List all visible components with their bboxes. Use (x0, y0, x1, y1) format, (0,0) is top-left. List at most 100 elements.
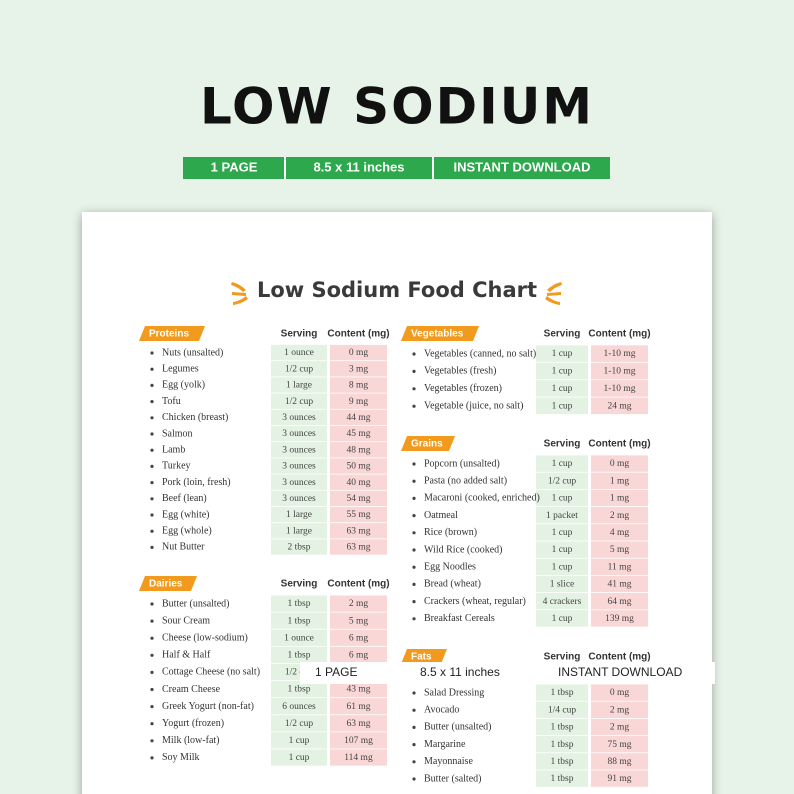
bullet (150, 756, 154, 760)
serving-cell (536, 541, 588, 558)
serving: 1 tbsp (551, 774, 574, 784)
serving-cell (271, 361, 327, 377)
food-item: Pork (loin, fresh) (162, 477, 231, 488)
section-name: Proteins (149, 329, 189, 340)
food-item: Legumes (162, 363, 199, 374)
content-cell (330, 458, 387, 474)
content-cell (330, 732, 387, 749)
column-header: Serving (281, 579, 318, 590)
section-name: Dairies (149, 579, 183, 590)
bullet (412, 548, 416, 552)
serving: 1 ounce (284, 348, 314, 358)
bullet (150, 497, 154, 501)
food-item: Sour Cream (162, 615, 210, 626)
content-cell (591, 380, 648, 397)
serving-cell (271, 425, 327, 442)
content-cell (591, 701, 648, 718)
food-item: Soy Milk (162, 752, 200, 763)
bullet (150, 513, 154, 517)
content-cell (591, 770, 648, 787)
bullet (412, 352, 416, 356)
content: 50 mg (346, 462, 370, 472)
food-item: Turkey (162, 461, 191, 472)
serving: 1 large (286, 526, 312, 536)
serving: 1 cup (552, 349, 573, 359)
serving: 2 tbsp (288, 543, 311, 553)
content: 91 mg (607, 774, 631, 784)
serving: 1 tbsp (288, 685, 311, 695)
bullet (150, 367, 154, 371)
column-header: Content (mg) (588, 652, 650, 663)
serving-cell (536, 397, 588, 415)
serving-cell (536, 507, 588, 524)
content: 8 mg (349, 381, 369, 391)
food-item: Cream Cheese (162, 684, 221, 695)
serving-cell (271, 646, 327, 664)
serving-cell (271, 749, 327, 766)
content: 0 mg (610, 459, 630, 469)
serving-cell (536, 753, 588, 770)
content: 1-10 mg (604, 367, 636, 377)
food-item: Crackers (wheat, regular) (424, 596, 526, 607)
content-cell (330, 361, 387, 377)
content: 2 mg (349, 599, 369, 609)
content: 63 mg (346, 543, 370, 553)
bullet (412, 617, 416, 621)
food-item: Salad Dressing (424, 687, 484, 698)
serving: 1 tbsp (551, 757, 574, 767)
content-cell (330, 474, 387, 490)
bullet (412, 600, 416, 604)
bullet (150, 464, 154, 468)
serving: 1 cup (552, 562, 573, 572)
bullet (412, 369, 416, 373)
content-cell (330, 595, 387, 612)
content-cell (591, 362, 648, 380)
section-name: Grains (411, 439, 443, 450)
food-item: Vegetable (juice, no salt) (424, 400, 523, 411)
serving-cell (271, 612, 327, 629)
bullet (412, 404, 416, 408)
food-item: Vegetables (canned, no salt) (424, 348, 536, 359)
bullet (412, 760, 416, 764)
doc-title: Low Sodium Food Chart (257, 278, 537, 302)
content: 3 mg (349, 364, 369, 374)
bullet (412, 531, 416, 535)
bullet (150, 670, 154, 675)
content-cell (330, 490, 387, 507)
content: 48 mg (346, 445, 370, 455)
serving: 1/4 cup (548, 705, 576, 715)
content: 41 mg (607, 580, 631, 590)
food-item: Vegetables (frozen) (424, 383, 502, 394)
bullet (412, 496, 416, 500)
content-cell (591, 684, 648, 701)
serving-cell (271, 680, 327, 698)
serving-cell (536, 593, 588, 610)
section-name: Fats (411, 652, 432, 663)
serving-cell (271, 698, 327, 715)
serving: 1 cup (552, 614, 573, 624)
bullet (412, 582, 416, 587)
serving: 1 large (286, 381, 312, 391)
bullet (150, 602, 154, 606)
serving-cell (536, 362, 588, 380)
column-header: Serving (544, 439, 581, 450)
food-item: Salmon (162, 428, 193, 439)
serving: 1 tbsp (551, 723, 574, 733)
serving: 1/2 cup (548, 476, 576, 486)
serving: 1 tbsp (288, 599, 311, 609)
content-cell (330, 646, 387, 664)
food-item: Butter (salted) (424, 773, 481, 784)
content-cell (591, 541, 648, 558)
bullet (150, 705, 154, 709)
content: 1-10 mg (604, 349, 636, 359)
content: 2 mg (610, 705, 630, 715)
content: 5 mg (349, 616, 369, 626)
serving-cell (271, 732, 327, 749)
content-cell (591, 575, 648, 593)
content-cell (591, 753, 648, 770)
content-cell (330, 749, 387, 766)
bullet (412, 691, 416, 695)
serving: 1 tbsp (288, 616, 311, 626)
serving-cell (271, 409, 327, 426)
food-item: Cheese (low-sodium) (162, 632, 248, 643)
